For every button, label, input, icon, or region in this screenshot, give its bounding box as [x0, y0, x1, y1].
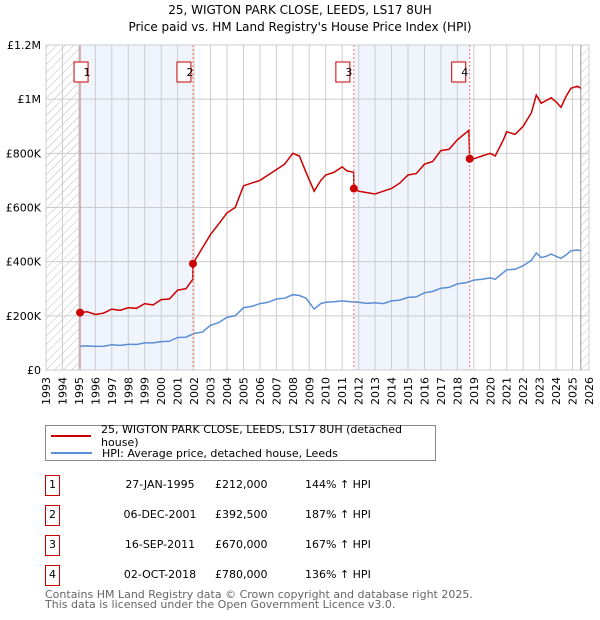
sale-marker-box [73, 61, 89, 83]
x-tick-label: 2022 [517, 377, 530, 405]
x-tick-label: 2012 [353, 377, 366, 405]
chart-title: 25, WIGTON PARK CLOSE, LEEDS, LS17 8UH [168, 3, 432, 17]
y-tick-label: £600K [6, 202, 42, 215]
sale-marker-box [451, 61, 467, 83]
x-tick-label: 1997 [106, 377, 119, 405]
x-tick-label: 2011 [336, 377, 349, 405]
sale-date: 27-JAN-1995 [125, 478, 195, 491]
marker-number: 1 [45, 475, 60, 496]
x-tick-label: 2020 [484, 377, 497, 405]
x-tick-label: 2016 [418, 377, 431, 405]
sale-marker-box [335, 61, 351, 83]
x-tick-label: 2005 [237, 377, 250, 405]
x-tick-label: 2007 [270, 377, 283, 405]
sale-marker-label: 2 [186, 66, 193, 79]
x-tick-label: 2014 [386, 377, 399, 405]
sale-date: 06-DEC-2001 [123, 508, 197, 521]
legend-item-hpi: HPI: Average price, detached house, Leed… [51, 446, 338, 460]
x-tick-label: 2021 [501, 377, 514, 405]
price-chart: 25, WIGTON PARK CLOSE, LEEDS, LS17 8UH P… [6, 3, 596, 405]
legend-label: 25, WIGTON PARK CLOSE, LEEDS, LS17 8UH (… [101, 423, 402, 449]
sale-marker-label: 4 [461, 66, 468, 79]
licence-text: This data is licensed under the Open Gov… [45, 598, 396, 611]
series-line [80, 85, 582, 316]
table-row: 3 16-SEP-2011 £670,000 167% ↑ HPI [45, 535, 465, 557]
sale-point [188, 259, 197, 268]
chart-subtitle: Price paid vs. HM Land Registry's House … [128, 20, 471, 34]
y-tick-label: £1M [18, 93, 42, 106]
plot-frame [45, 44, 590, 371]
x-tick-label: 2017 [435, 377, 448, 405]
x-tick-label: 2001 [172, 377, 185, 405]
x-tick-label: 2008 [287, 377, 300, 405]
x-tick-label: 2002 [188, 377, 201, 405]
sale-date: 02-OCT-2018 [123, 568, 197, 581]
x-tick-label: 2003 [205, 377, 218, 405]
x-tick-label: 1998 [122, 377, 135, 405]
hpi-change: 136% ↑ HPI [305, 568, 371, 581]
legend-label: HPI: Average price, detached house, Leed… [102, 446, 338, 460]
y-tick-label: £400K [6, 256, 42, 269]
sale-marker-box [176, 61, 192, 83]
legend-swatch-blue [51, 452, 92, 454]
marker-number: 4 [45, 565, 60, 586]
sale-point [76, 308, 85, 317]
legend-item-property: 25, WIGTON PARK CLOSE, LEEDS, LS17 8UH (… [51, 423, 435, 449]
x-tick-label: 2010 [320, 377, 333, 405]
x-tick-label: 1996 [89, 377, 102, 405]
marker-number: 2 [45, 505, 60, 526]
legend-swatch-red [51, 435, 92, 437]
x-tick-label: 2004 [221, 377, 234, 405]
y-tick-label: £200K [6, 310, 42, 323]
x-tick-label: 2000 [155, 377, 168, 405]
sale-price: £780,000 [215, 568, 268, 581]
x-tick-label: 2018 [451, 377, 464, 405]
table-row: 1 27-JAN-1995 £212,000 144% ↑ HPI [45, 475, 465, 497]
x-tick-label: 2023 [534, 377, 547, 405]
x-tick-label: 1994 [56, 377, 69, 405]
x-tick-label: 2025 [567, 377, 580, 405]
x-tick-label: 2019 [468, 377, 481, 405]
legend: 25, WIGTON PARK CLOSE, LEEDS, LS17 8UH (… [45, 423, 436, 461]
table-row: 4 02-OCT-2018 £780,000 136% ↑ HPI [45, 565, 465, 587]
y-tick-label: £0 [27, 364, 41, 377]
x-tick-label: 1999 [139, 377, 152, 405]
y-tick-label: £1.2M [7, 39, 41, 52]
sale-point [465, 154, 474, 163]
x-tick-label: 2013 [369, 377, 382, 405]
series-line [80, 249, 581, 348]
sale-point [349, 184, 358, 193]
copyright-text: Contains HM Land Registry data © Crown c… [45, 588, 473, 601]
table-row: 2 06-DEC-2001 £392,500 187% ↑ HPI [45, 505, 465, 527]
x-tick-label: 2024 [550, 377, 563, 405]
hpi-change: 144% ↑ HPI [305, 478, 371, 491]
sale-price: £670,000 [215, 538, 268, 551]
x-tick-label: 1993 [40, 377, 53, 405]
y-tick-label: £800K [6, 147, 42, 160]
footer: Contains HM Land Registry data © Crown c… [45, 588, 473, 611]
sale-price: £392,500 [215, 508, 268, 521]
sale-marker-label: 1 [84, 66, 91, 79]
x-tick-label: 2015 [402, 377, 415, 405]
x-tick-label: 2009 [303, 377, 316, 405]
sale-price: £212,000 [215, 478, 268, 491]
marker-number: 3 [45, 535, 60, 556]
hpi-change: 187% ↑ HPI [305, 508, 371, 521]
x-tick-label: 2006 [254, 377, 267, 405]
sale-marker-label: 3 [345, 66, 352, 79]
x-tick-label: 1995 [73, 377, 86, 405]
x-tick-label: 2026 [583, 377, 596, 405]
sale-date: 16-SEP-2011 [124, 538, 196, 551]
hpi-change: 167% ↑ HPI [305, 538, 371, 551]
